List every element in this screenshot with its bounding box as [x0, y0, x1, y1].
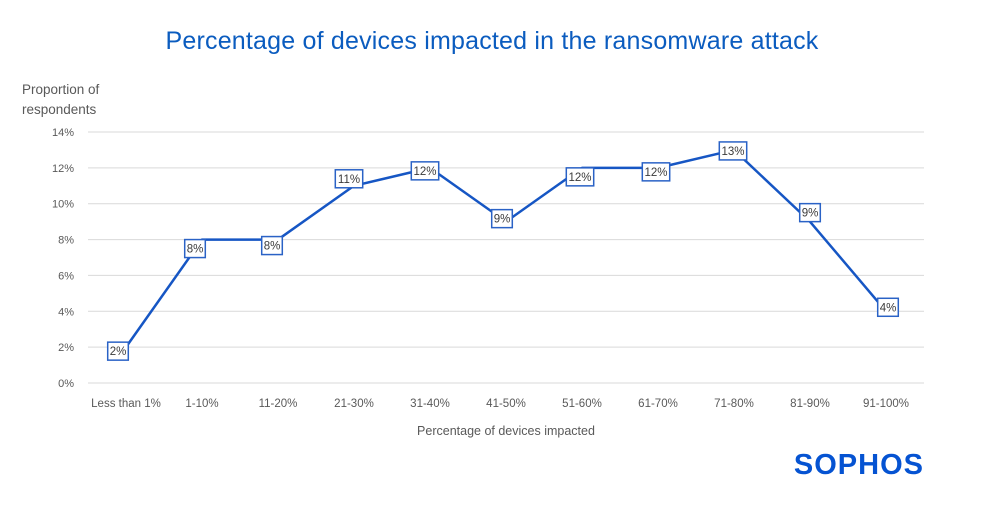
- y-tick-label: 2%: [58, 342, 74, 354]
- data-label: 12%: [644, 167, 667, 179]
- data-label-box: [718, 141, 748, 161]
- data-label-box: [565, 167, 595, 187]
- data-label-box: [260, 235, 284, 256]
- y-axis-title: Proportion of respondents: [22, 82, 100, 118]
- y-tick-label: 8%: [58, 235, 74, 247]
- y-tick-label: 6%: [58, 270, 74, 282]
- x-tick-label: 31-40%: [410, 398, 450, 410]
- data-label: 2%: [110, 346, 127, 358]
- x-tick-label: 81-90%: [790, 398, 830, 410]
- data-label-box: [641, 162, 671, 182]
- data-label: 8%: [187, 244, 204, 256]
- y-tick-label: 0%: [58, 378, 74, 390]
- data-label: 9%: [802, 208, 819, 220]
- sophos-logo: SOPHOS: [793, 449, 924, 481]
- data-label: 4%: [880, 302, 897, 314]
- series-line: [124, 148, 888, 349]
- x-tick-label: 21-30%: [334, 398, 374, 410]
- x-tick-label: 91-100%: [863, 398, 909, 410]
- data-label-box: [798, 202, 822, 223]
- data-label: 13%: [721, 146, 744, 158]
- data-label-box: [410, 161, 440, 181]
- data-label-box: [876, 297, 900, 318]
- y-tick-label: 14%: [52, 127, 74, 139]
- x-tick-label: Less than 1%: [91, 398, 161, 410]
- y-tick-label: 12%: [52, 163, 74, 175]
- y-tick-label: 4%: [58, 306, 74, 318]
- data-label: 12%: [568, 172, 591, 184]
- data-label: 11%: [338, 174, 360, 186]
- data-label: 8%: [264, 241, 281, 253]
- data-label-box: [106, 341, 130, 361]
- x-tick-label: 1-10%: [185, 398, 218, 410]
- x-tick-label: 11-20%: [259, 398, 298, 410]
- data-label: 9%: [494, 214, 511, 226]
- x-tick-label: 61-70%: [638, 398, 678, 410]
- x-tick-label: 41-50%: [486, 398, 526, 410]
- data-label-box: [334, 169, 364, 189]
- x-tick-label: 71-80%: [714, 398, 754, 410]
- data-label-box: [183, 238, 207, 259]
- x-tick-label: 51-60%: [562, 398, 602, 410]
- data-label: 12%: [413, 166, 436, 178]
- x-axis-title: Percentage of devices impacted: [417, 424, 595, 438]
- chart-title: Percentage of devices impacted in the ra…: [165, 27, 819, 55]
- data-label-box: [490, 208, 514, 229]
- y-tick-label: 10%: [52, 199, 74, 211]
